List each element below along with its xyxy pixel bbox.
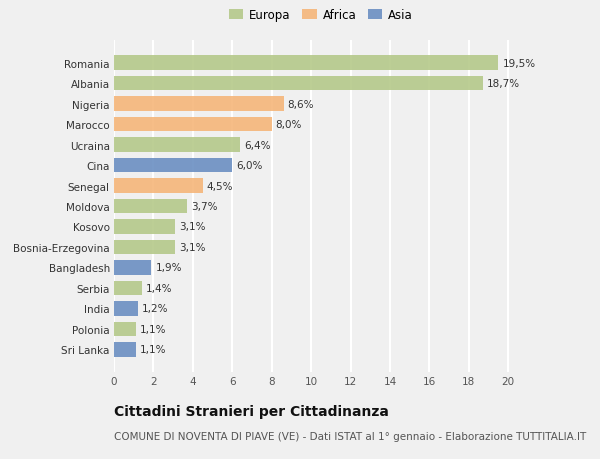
Text: Cittadini Stranieri per Cittadinanza: Cittadini Stranieri per Cittadinanza — [114, 404, 389, 418]
Text: 1,4%: 1,4% — [146, 283, 172, 293]
Text: 6,4%: 6,4% — [244, 140, 271, 150]
Text: 6,0%: 6,0% — [236, 161, 263, 171]
Text: 3,1%: 3,1% — [179, 222, 206, 232]
Bar — [114, 56, 499, 71]
Text: 1,1%: 1,1% — [140, 345, 166, 355]
Text: 1,2%: 1,2% — [142, 304, 168, 314]
Bar — [114, 220, 175, 234]
Text: 1,9%: 1,9% — [155, 263, 182, 273]
Bar — [114, 118, 272, 132]
Text: COMUNE DI NOVENTA DI PIAVE (VE) - Dati ISTAT al 1° gennaio - Elaborazione TUTTIT: COMUNE DI NOVENTA DI PIAVE (VE) - Dati I… — [114, 431, 586, 442]
Text: 8,6%: 8,6% — [287, 99, 314, 109]
Bar — [114, 240, 175, 255]
Bar — [114, 322, 136, 336]
Legend: Europa, Africa, Asia: Europa, Africa, Asia — [224, 4, 418, 27]
Bar — [114, 261, 151, 275]
Bar — [114, 281, 142, 296]
Text: 18,7%: 18,7% — [487, 79, 520, 89]
Text: 3,1%: 3,1% — [179, 242, 206, 252]
Text: 8,0%: 8,0% — [275, 120, 302, 130]
Bar — [114, 342, 136, 357]
Bar — [114, 158, 232, 173]
Text: 4,5%: 4,5% — [206, 181, 233, 191]
Text: 19,5%: 19,5% — [502, 58, 535, 68]
Bar — [114, 97, 284, 112]
Bar — [114, 199, 187, 214]
Bar — [114, 179, 203, 193]
Bar — [114, 302, 137, 316]
Bar — [114, 77, 482, 91]
Text: 1,1%: 1,1% — [140, 324, 166, 334]
Text: 3,7%: 3,7% — [191, 202, 217, 212]
Bar — [114, 138, 240, 152]
